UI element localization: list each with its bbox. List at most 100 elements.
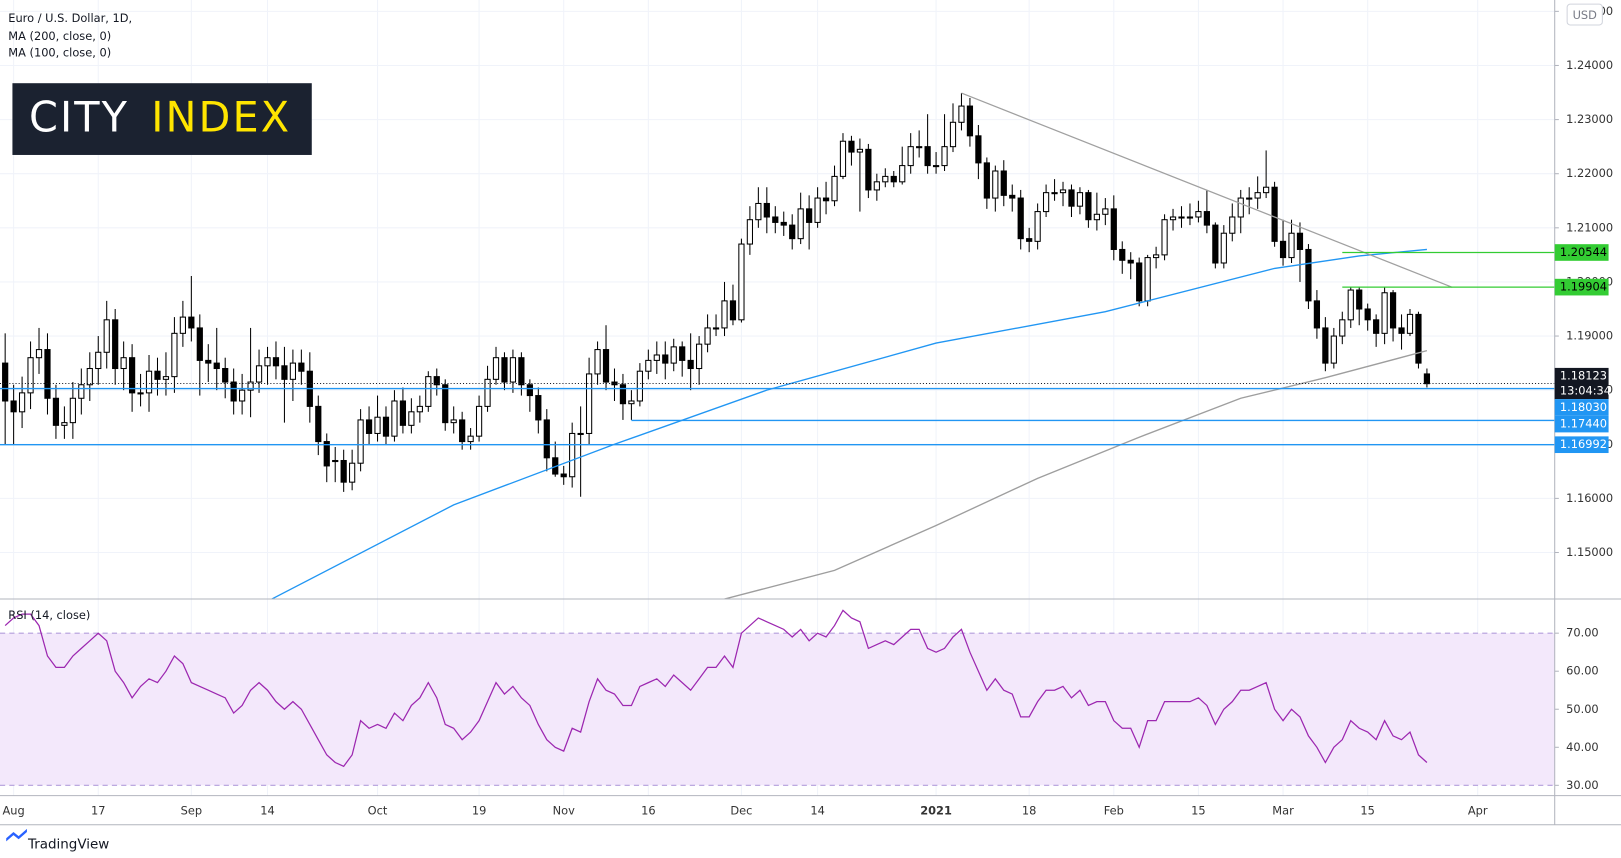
candle-body	[594, 349, 601, 375]
candle-body	[636, 370, 643, 402]
candle-body	[1102, 208, 1109, 215]
last-price-label: 1.18123	[1560, 369, 1607, 383]
candle-body	[95, 351, 102, 370]
price-line-label-bg	[1554, 278, 1609, 296]
candle-body	[103, 319, 110, 353]
candle-body	[1153, 254, 1160, 259]
candle-body	[120, 357, 127, 370]
candle-body	[806, 208, 813, 223]
candle-body	[357, 419, 364, 464]
candle-body	[137, 392, 144, 395]
price-line-label-bg	[1554, 415, 1609, 433]
candle-body	[1347, 289, 1354, 321]
candle-body	[69, 397, 76, 424]
x-tick-label: Nov	[553, 804, 575, 818]
candle-body	[560, 473, 567, 478]
x-tick-label: 17	[91, 804, 105, 818]
candle-body	[365, 419, 373, 434]
candle-body	[983, 162, 990, 199]
x-tick-label: 2021	[920, 804, 952, 818]
candle-body	[797, 208, 804, 240]
candle-body	[738, 243, 745, 321]
candle-body	[1288, 232, 1295, 259]
candle-body	[52, 397, 60, 426]
rsi-panel	[0, 609, 1555, 786]
candle-body	[145, 370, 153, 394]
x-tick-label: 16	[641, 804, 655, 818]
candle-body	[822, 197, 830, 202]
y-tick-label: 60.00	[1566, 664, 1599, 678]
x-tick-label: Dec	[730, 804, 752, 818]
candle-body	[1229, 216, 1236, 234]
candle-body	[543, 419, 550, 459]
x-tick-label: 14	[810, 804, 824, 818]
logo: CITY INDEX	[12, 83, 312, 155]
candle-body	[298, 362, 305, 372]
candle-body	[44, 349, 51, 399]
candle-body	[492, 357, 500, 380]
candle-body	[1373, 319, 1380, 334]
candle-body	[1085, 192, 1092, 221]
candle-body	[179, 316, 186, 334]
candle-body	[1186, 216, 1194, 219]
candle-body	[171, 332, 178, 378]
candle-body	[27, 357, 34, 394]
moving-average	[271, 248, 1427, 600]
candle-body	[645, 359, 652, 372]
candle-body	[509, 357, 517, 383]
x-tick-label: 15	[1191, 804, 1205, 818]
candle-body	[1195, 211, 1202, 218]
candle-body	[1144, 257, 1151, 302]
legend-entry: MA (200, close, 0)	[8, 29, 111, 43]
candle-body	[281, 365, 288, 380]
candle-body	[1322, 327, 1329, 364]
candle-body	[374, 416, 381, 434]
candle-body	[1026, 238, 1033, 242]
candle-body	[501, 357, 508, 383]
candle-body	[188, 316, 195, 329]
candle-body	[247, 381, 254, 391]
candle-body	[873, 181, 880, 191]
candle-body	[332, 459, 339, 463]
candle-body	[1423, 373, 1431, 385]
candle-body	[670, 346, 677, 364]
x-tick-label: 15	[1360, 804, 1374, 818]
candle-body	[899, 165, 906, 183]
candle-body	[416, 405, 423, 413]
candle-body	[1389, 292, 1397, 329]
candle-body	[831, 175, 838, 202]
candle-body	[585, 373, 593, 434]
candle-body	[1296, 232, 1304, 250]
candle-body	[1178, 216, 1185, 219]
x-tick-label: Aug	[3, 804, 25, 818]
candle-body	[1339, 319, 1346, 337]
candle-body	[1330, 335, 1337, 364]
candle-body	[35, 349, 43, 359]
candle-body	[442, 384, 449, 424]
y-tick-label: 1.22000	[1566, 166, 1613, 180]
x-tick-label: 14	[260, 804, 274, 818]
last-price-label-bg	[1554, 367, 1609, 400]
candle-body	[704, 327, 711, 345]
candle-body	[349, 462, 356, 483]
candle-body	[992, 170, 999, 199]
candle-body	[1034, 211, 1041, 242]
y-tick-label: 1.15000	[1566, 545, 1613, 559]
candle-body	[1042, 192, 1050, 213]
candle-body	[425, 376, 432, 407]
candle-body	[712, 327, 720, 330]
candle-body	[272, 357, 280, 367]
x-tick-label: 19	[472, 804, 486, 818]
candle-body	[602, 349, 610, 383]
x-tick-label: Feb	[1104, 804, 1124, 818]
candle-body	[450, 419, 457, 424]
candle-body	[213, 362, 220, 370]
moving-average	[724, 350, 1428, 600]
candle-body	[924, 146, 931, 167]
candle-body	[653, 354, 660, 361]
candle-body	[535, 395, 542, 421]
x-tick-label: Apr	[1468, 804, 1488, 818]
candle-body	[154, 370, 161, 380]
candle-body	[932, 165, 940, 168]
candle-body	[1009, 194, 1016, 199]
